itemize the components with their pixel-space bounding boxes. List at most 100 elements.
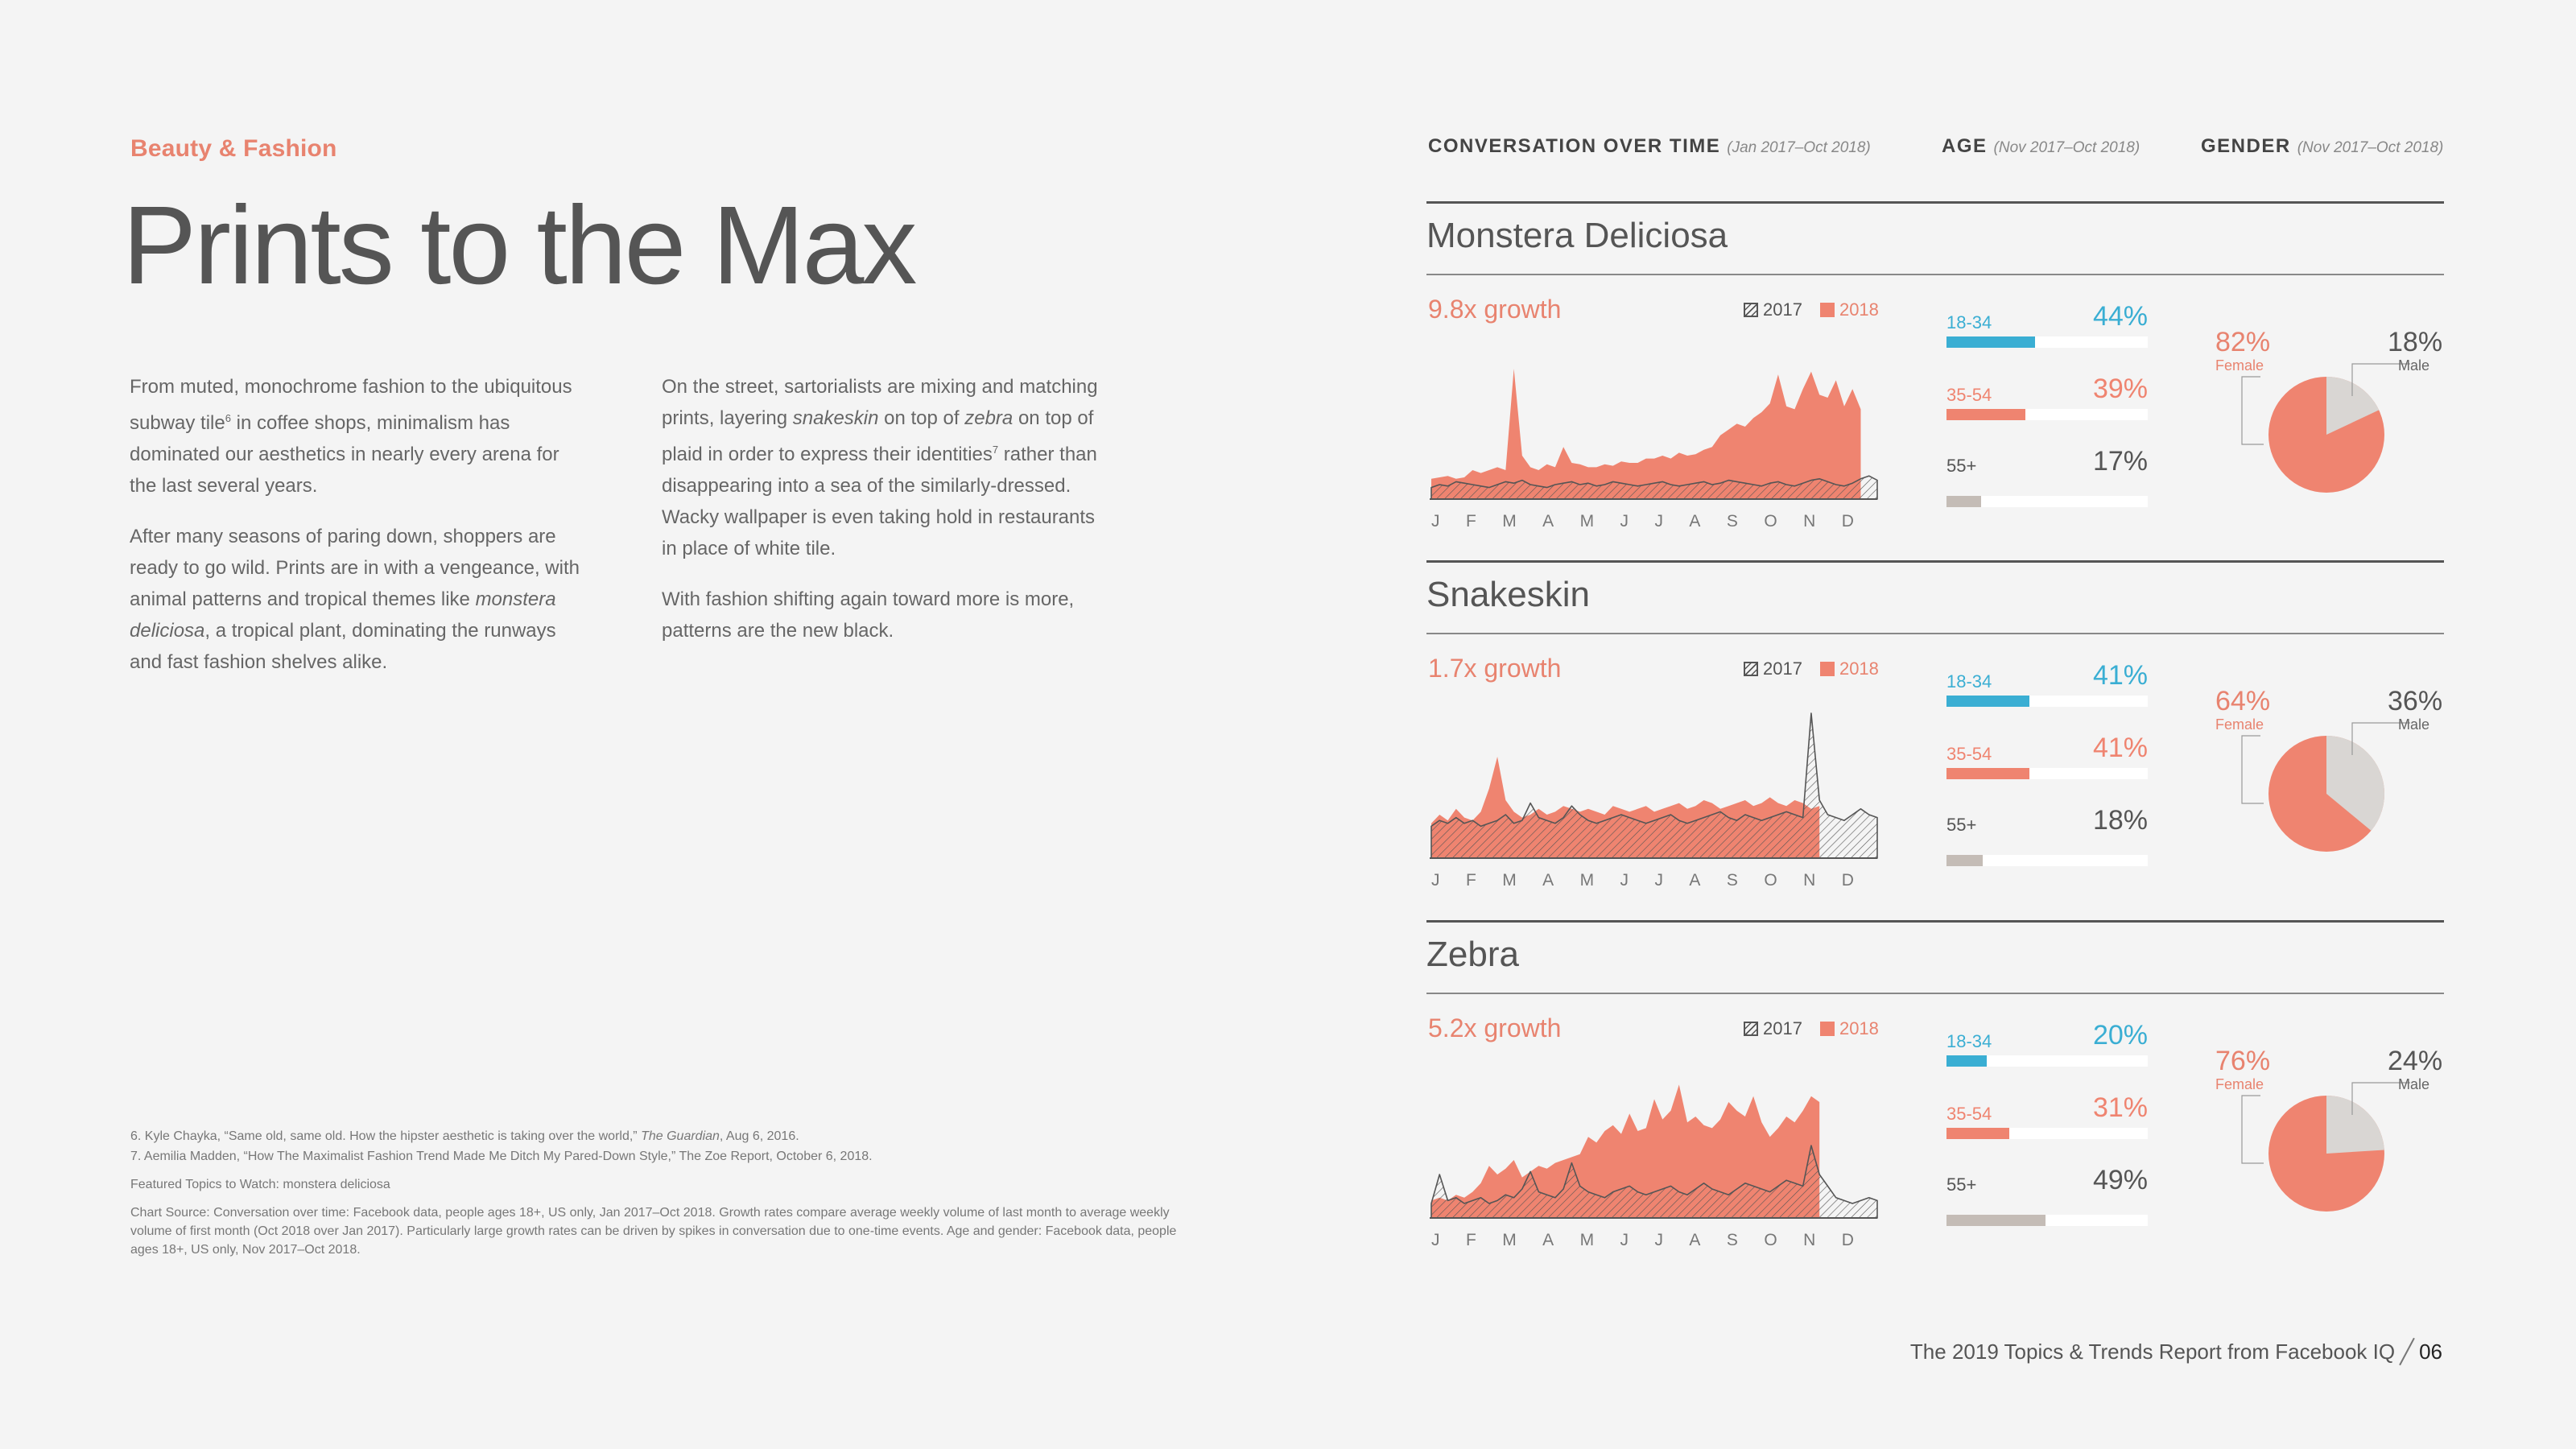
legend-label-2018: 2018 — [1839, 658, 1879, 679]
header-age: AGE (Nov 2017–Oct 2018) — [1942, 135, 2140, 157]
conversation-chart — [1430, 369, 1878, 500]
month-tick-label: M — [1502, 1231, 1517, 1249]
month-tick-label: M — [1579, 1231, 1596, 1249]
growth-label: 9.8x growth — [1428, 295, 1562, 324]
chart-source: Chart Source: Conversation over time: Fa… — [130, 1206, 1177, 1257]
month-tick-label: J — [1431, 871, 1441, 890]
page-number: 06 — [2419, 1339, 2442, 1364]
month-tick-label: J — [1620, 1231, 1630, 1249]
age-bar-fill — [1946, 1128, 2009, 1139]
gender-pie — [2241, 1082, 2410, 1212]
legend-swatch-2018 — [1819, 662, 1835, 676]
month-tick-label: J — [1431, 512, 1441, 530]
female-label: Female — [2215, 1076, 2264, 1092]
gender-pie — [2241, 363, 2410, 493]
footnote-7: 7. Aemilia Madden, “How The Maximalist F… — [130, 1150, 873, 1163]
body-column-1: From muted, monochrome fashion to the ub… — [130, 371, 580, 697]
section-rule — [1426, 201, 2444, 204]
series-2018-area — [1431, 369, 1861, 499]
paragraph: From muted, monochrome fashion to the ub… — [130, 376, 572, 497]
age-label: 55+ — [1946, 456, 1977, 476]
leader-line-male — [2351, 722, 2410, 755]
pie-slice-male — [2326, 377, 2380, 435]
legend-swatch-2018 — [1819, 303, 1835, 317]
paragraph: On the street, sartorialists are mixing … — [662, 376, 1098, 559]
section-rule — [1426, 920, 2444, 923]
month-tick-label: S — [1726, 1231, 1739, 1249]
age-pct: 20% — [2092, 1020, 2148, 1051]
age-bar-fill — [1946, 409, 2025, 420]
month-tick-label: A — [1542, 871, 1555, 890]
gender-pie — [2241, 722, 2410, 852]
topic-name: Snakeskin — [1426, 575, 1591, 614]
leader-line-male — [2351, 363, 2410, 396]
month-tick-label: A — [1689, 512, 1702, 530]
conversation-chart — [1430, 712, 1878, 859]
age-bar-fill — [1946, 1215, 2046, 1226]
legend-swatch-2017 — [1744, 1022, 1758, 1036]
leader-line-female — [2241, 376, 2264, 445]
chart-legend: 2017 2018 — [1744, 658, 1879, 679]
topic-name: Zebra — [1426, 935, 1519, 974]
section-subrule — [1426, 993, 2444, 994]
month-tick-label: J — [1654, 871, 1664, 890]
month-tick-label: O — [1764, 512, 1778, 530]
male-label: Male — [2398, 716, 2430, 733]
legend-label-2018: 2018 — [1839, 1018, 1879, 1038]
age-label: 35-54 — [1946, 744, 1992, 764]
report-title: The 2019 Topics & Trends Report from Fac… — [1909, 1339, 2396, 1364]
month-tick-label: A — [1689, 871, 1702, 890]
header-gender: GENDER (Nov 2017–Oct 2018) — [2201, 135, 2444, 157]
female-label: Female — [2215, 357, 2264, 374]
male-label: Male — [2398, 1076, 2430, 1092]
male-pct: 18% — [2388, 327, 2443, 357]
legend-label-2017: 2017 — [1763, 299, 1802, 320]
month-tick-label: M — [1502, 512, 1517, 530]
month-tick-label: D — [1841, 512, 1855, 530]
pie-slice-male — [2326, 736, 2384, 831]
age-bar-track — [1946, 855, 2148, 866]
month-tick-label: N — [1803, 512, 1817, 530]
month-tick-label: A — [1689, 1231, 1702, 1249]
age-label: 55+ — [1946, 815, 1977, 835]
month-tick-label: J — [1620, 512, 1630, 530]
series-2017-area — [1430, 475, 1878, 500]
age-label: 55+ — [1946, 1174, 1977, 1195]
chart-legend: 2017 2018 — [1744, 299, 1879, 320]
age-bar-fill — [1946, 768, 2029, 779]
age-bar-fill — [1946, 496, 1981, 507]
footnotes: 6. Kyle Chayka, “Same old, same old. How… — [130, 1127, 1177, 1269]
month-tick-label: J — [1431, 1231, 1441, 1249]
age-bar-fill — [1946, 855, 1983, 866]
legend-swatch-2017 — [1744, 303, 1758, 317]
series-2017-area — [1430, 1145, 1878, 1219]
leader-line-male — [2351, 1082, 2410, 1115]
female-pct: 64% — [2215, 686, 2271, 716]
month-tick-label: J — [1620, 871, 1630, 890]
month-tick-label: N — [1803, 1231, 1817, 1249]
age-bar-track — [1946, 496, 2148, 507]
age-pct: 18% — [2092, 805, 2148, 836]
age-bar-fill — [1946, 1055, 1987, 1067]
body-column-2: On the street, sartorialists are mixing … — [662, 371, 1113, 666]
paragraph: After many seasons of paring down, shopp… — [130, 526, 580, 673]
leader-line-female — [2241, 1095, 2264, 1164]
legend-label-2018: 2018 — [1839, 299, 1879, 320]
age-bar-track — [1946, 696, 2148, 707]
month-tick-label: M — [1579, 871, 1596, 890]
topic-name: Monstera Deliciosa — [1426, 216, 1728, 255]
section-subrule — [1426, 274, 2444, 275]
female-label: Female — [2215, 716, 2264, 733]
conversation-chart — [1430, 1084, 1878, 1219]
age-label: 35-54 — [1946, 385, 1992, 405]
pie-slice-male — [2326, 1096, 2384, 1154]
female-pct: 76% — [2215, 1046, 2271, 1076]
age-bar-fill — [1946, 696, 2029, 707]
legend-swatch-2017 — [1744, 662, 1758, 676]
page-title: Prints to the Max — [122, 184, 917, 308]
footer: The 2019 Topics & Trends Report from Fac… — [1910, 1336, 2442, 1367]
female-pct: 82% — [2215, 327, 2271, 357]
month-tick-label: N — [1803, 871, 1817, 890]
male-pct: 36% — [2388, 686, 2443, 716]
